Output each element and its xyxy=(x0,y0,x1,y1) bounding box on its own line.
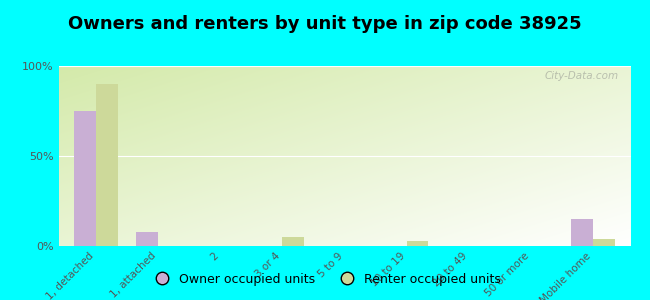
Bar xyxy=(593,239,615,246)
Bar xyxy=(136,232,158,246)
Bar xyxy=(407,241,428,246)
Text: Owners and renters by unit type in zip code 38925: Owners and renters by unit type in zip c… xyxy=(68,15,582,33)
Bar xyxy=(282,237,304,246)
Bar xyxy=(74,111,96,246)
Legend: Owner occupied units, Renter occupied units: Owner occupied units, Renter occupied un… xyxy=(144,268,506,291)
Text: City-Data.com: City-Data.com xyxy=(545,71,619,81)
Bar xyxy=(96,84,118,246)
Bar xyxy=(571,219,593,246)
